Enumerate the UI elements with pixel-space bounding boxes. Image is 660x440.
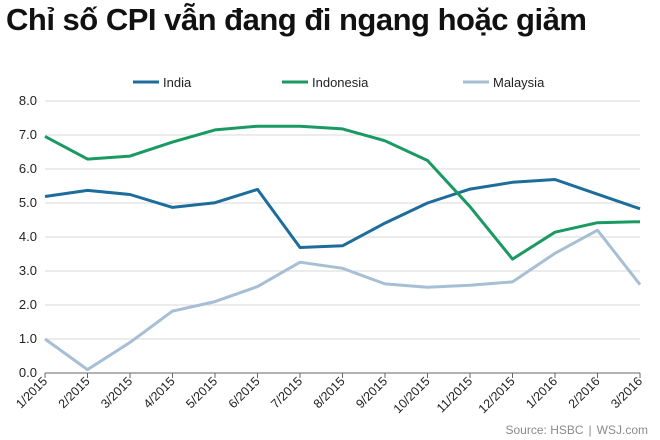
source-text: Source: HSBC bbox=[505, 423, 584, 437]
y-tick-label: 1.0 bbox=[19, 331, 37, 346]
x-tick-label: 9/2015 bbox=[353, 374, 390, 411]
x-tick-label: 12/2015 bbox=[476, 374, 518, 416]
y-tick-label: 2.0 bbox=[19, 297, 37, 312]
legend: India Indonesia Malaysia bbox=[133, 75, 545, 90]
x-tick-label: 10/2015 bbox=[391, 374, 433, 416]
x-axis-ticks: 1/2015 2/2015 3/2015 4/2015 5/2015 6/2015 7/20… bbox=[13, 373, 645, 416]
legend-label-malaysia: Malaysia bbox=[493, 75, 545, 90]
y-tick-label: 3.0 bbox=[19, 263, 37, 278]
legend-label-indonesia: Indonesia bbox=[312, 75, 369, 90]
series-line-indonesia bbox=[44, 124, 641, 261]
x-tick-label: 2/2016 bbox=[566, 374, 603, 411]
x-tick-label: 7/2015 bbox=[268, 374, 305, 411]
y-tick-label: 5.0 bbox=[19, 195, 37, 210]
x-tick-label: 8/2015 bbox=[311, 374, 348, 411]
x-tick-label: 5/2015 bbox=[183, 374, 220, 411]
y-tick-label: 4.0 bbox=[19, 229, 37, 244]
y-axis-ticks: 0.0 1.0 2.0 3.0 4.0 5.0 6.0 7.0 8.0 bbox=[19, 93, 37, 380]
source-note: Source: HSBC | WSJ.com bbox=[506, 423, 649, 437]
y-tick-label: 0.0 bbox=[19, 365, 37, 380]
gridlines bbox=[45, 100, 640, 340]
x-tick-label: 11/2015 bbox=[434, 374, 475, 415]
x-tick-label: 1/2016 bbox=[523, 374, 560, 411]
x-tick-label: 3/2015 bbox=[98, 374, 135, 411]
series-line-malaysia bbox=[44, 228, 642, 372]
x-tick-label: 2/2015 bbox=[56, 374, 93, 411]
y-tick-label: 7.0 bbox=[19, 127, 37, 142]
x-tick-label: 6/2015 bbox=[226, 374, 263, 411]
series-lines bbox=[44, 124, 642, 372]
publisher-text: WSJ.com bbox=[596, 423, 648, 437]
y-tick-label: 8.0 bbox=[19, 93, 37, 108]
series-line-india bbox=[44, 178, 641, 249]
chart-title: Chỉ số CPI vẫn đang đi ngang hoặc giảm bbox=[6, 2, 587, 37]
x-tick-label: 4/2015 bbox=[141, 374, 178, 411]
legend-label-india: India bbox=[163, 75, 192, 90]
x-tick-label: 3/2016 bbox=[608, 374, 645, 411]
y-tick-label: 6.0 bbox=[19, 161, 37, 176]
source-separator: | bbox=[588, 423, 592, 437]
